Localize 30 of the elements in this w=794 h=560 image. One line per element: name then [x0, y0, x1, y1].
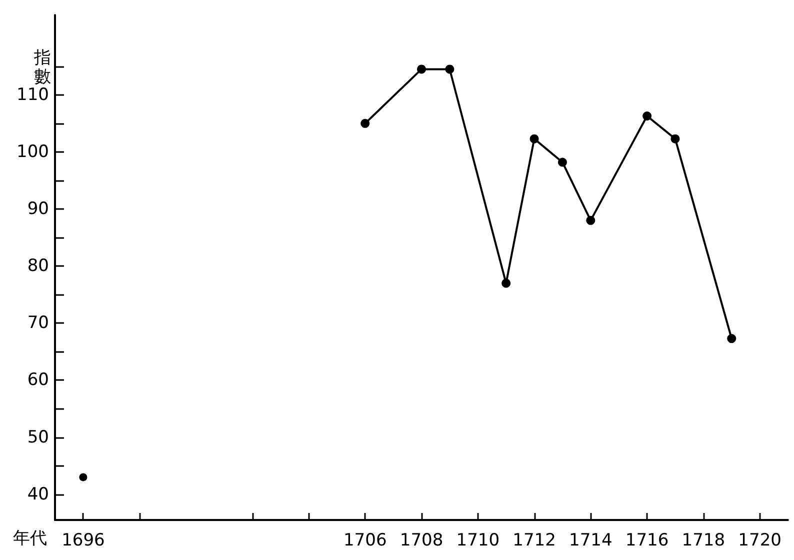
point [642, 112, 652, 120]
y-tick-label: 110 [16, 84, 49, 105]
y-tick-label: 70 [27, 313, 49, 334]
point [79, 473, 88, 482]
point [530, 134, 539, 144]
x-tick-label: 1706 [343, 530, 387, 550]
point [727, 334, 736, 344]
x-tick-label: 1720 [738, 530, 782, 550]
y-tick-label: 90 [27, 199, 49, 220]
point [558, 158, 567, 167]
y-tick-label: 50 [27, 427, 49, 448]
y-tick-label: 40 [27, 484, 49, 504]
point [360, 118, 370, 128]
y-tick-label: 80 [27, 256, 49, 276]
x-tick-label: 1712 [512, 530, 556, 550]
x-tick-label: 1708 [400, 530, 444, 550]
x-tick-label: 1718 [682, 530, 726, 550]
point [502, 278, 511, 288]
point [670, 134, 680, 144]
point [417, 64, 426, 74]
point [586, 216, 596, 225]
x-axis-title: 年代 [13, 528, 47, 548]
y-axis-title: 指數 [33, 48, 51, 87]
x-tick-label: 1714 [569, 530, 612, 550]
x-tick-label: 1716 [625, 530, 669, 550]
point [445, 64, 454, 74]
y-tick-label: 100 [16, 142, 49, 162]
y-tick-label: 60 [27, 370, 49, 390]
x-tick-label: 1710 [456, 530, 500, 550]
x-tick-label: 1696 [62, 530, 105, 550]
